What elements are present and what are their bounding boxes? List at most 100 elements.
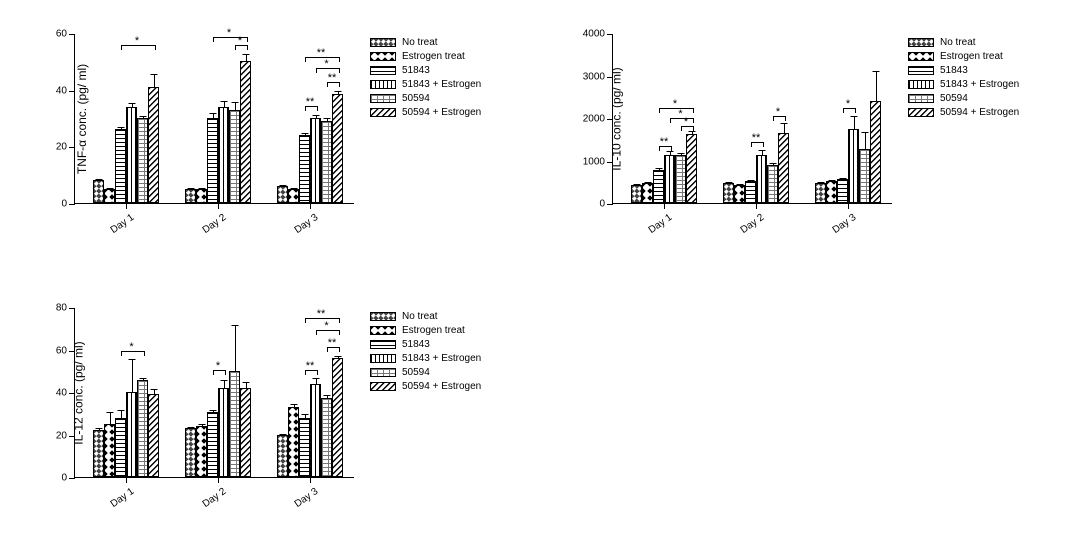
error-bar [751,180,752,182]
significance-label: ** [306,96,315,108]
bar [137,118,148,203]
legend-item: 51843 + Estrogen [908,78,1019,90]
bar [675,155,686,203]
error-bar [283,185,284,187]
bar [196,426,207,477]
bar [321,398,332,477]
plot-area: 020406080IL-12 conc. (pg/ ml)Day 1Day 2D… [74,308,354,478]
bar-rect [196,189,207,203]
legend-item: 51843 + Estrogen [370,352,481,364]
x-tick-label: Day 3 [293,486,321,510]
legend-label: 50594 + Estrogen [940,107,1019,118]
error-bar [692,131,693,135]
legend-label: 50594 [402,367,430,378]
legend-item: 51843 [908,64,1019,76]
error-bar [854,116,855,130]
bar-rect [104,424,115,477]
error-bar [843,178,844,180]
error-bar [305,133,306,136]
significance-label: ** [317,47,326,59]
bar-rect [321,121,332,203]
legend-swatch [908,38,934,47]
error-bar [648,182,649,184]
legend-swatch [370,354,396,363]
legend-swatch [370,94,396,103]
bar [686,134,697,203]
bar-rect [277,435,288,478]
x-tick-label: Day 3 [831,212,859,236]
bar [148,394,159,477]
error-bar [110,188,111,189]
bar-rect [767,165,778,203]
bar-rect [310,384,321,478]
bar-group [815,101,881,203]
bar [642,183,653,203]
bar-rect [778,133,789,203]
legend-swatch [370,52,396,61]
bar-rect [675,155,686,203]
significance-label: ** [752,132,761,144]
y-tick-label: 80 [56,303,75,314]
significance-label: ** [328,72,337,84]
plot-area: 0204060TNF-α conc. (pg/ ml)Day 1Day 2Day… [74,34,354,204]
bar-rect [826,181,837,203]
x-tick-label: Day 3 [293,212,321,236]
error-bar [832,180,833,182]
x-tick [756,204,757,209]
bar-rect [115,129,126,203]
bar [321,121,332,203]
bar [277,186,288,203]
error-bar [670,151,671,156]
bar [756,155,767,203]
bar-rect [299,135,310,203]
bar-group [277,358,343,477]
legend-swatch [370,326,396,335]
bar [196,189,207,203]
significance-label: * [776,106,780,118]
bar-rect [207,412,218,477]
error-bar [235,102,236,111]
legend-label: 51843 + Estrogen [940,79,1019,90]
bar [218,107,229,203]
x-tick-label: Day 2 [201,212,229,236]
bar [148,87,159,203]
legend: No treatEstrogen treat5184351843 + Estro… [908,36,1019,120]
legend-label: 51843 + Estrogen [402,353,481,364]
bar [815,183,826,203]
y-tick-label: 3000 [583,71,613,82]
error-bar [762,150,763,156]
bar [207,118,218,203]
error-bar [294,188,295,189]
bar-rect [207,118,218,203]
x-tick [218,204,219,209]
legend-label: No treat [402,37,438,48]
legend-item: No treat [370,310,481,322]
x-tick [664,204,665,209]
legend-item: 50594 + Estrogen [908,106,1019,118]
bar [115,418,126,478]
error-bar [121,410,122,419]
error-bar [316,378,317,384]
error-bar [154,389,155,395]
y-tick-label: 4000 [583,29,613,40]
chart-panel: 020406080IL-12 conc. (pg/ ml)Day 1Day 2D… [12,280,512,530]
bar-rect [277,186,288,203]
bar-rect [332,94,343,203]
legend-swatch [370,38,396,47]
error-bar [202,188,203,189]
bar [229,371,240,477]
significance-label: * [684,116,688,128]
bar-rect [859,149,870,203]
legend-label: 50594 + Estrogen [402,107,481,118]
legend-label: 50594 [402,93,430,104]
significance-label: * [846,98,850,110]
significance-label: * [135,35,139,47]
legend-label: 51843 [402,65,430,76]
bar [229,110,240,204]
significance-label: * [678,108,682,120]
bar-rect [870,101,881,203]
bar-rect [664,155,675,203]
error-bar [283,434,284,436]
legend-item: Estrogen treat [370,50,481,62]
legend-label: Estrogen treat [402,51,465,62]
